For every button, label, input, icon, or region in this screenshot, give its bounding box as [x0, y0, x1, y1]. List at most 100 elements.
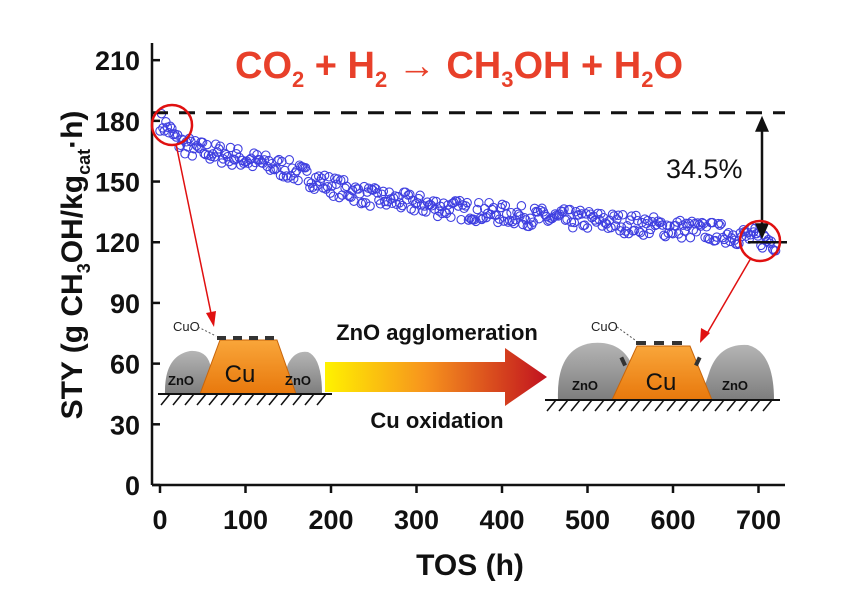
data-point [594, 215, 605, 225]
data-point [494, 214, 505, 224]
data-point [475, 213, 486, 223]
data-point [325, 188, 336, 198]
x-tick-label: 0 [152, 505, 167, 535]
eq-ch-sub: 3 [501, 67, 513, 92]
data-point [219, 148, 230, 159]
data-point [316, 173, 327, 183]
y-tick-label: 30 [110, 410, 140, 440]
y-tick-label: 90 [110, 289, 140, 319]
data-point [638, 230, 649, 240]
data-point [402, 195, 412, 205]
eq-o: O [654, 45, 684, 87]
data-point [626, 211, 637, 221]
cuo-label-left: CuO [173, 319, 200, 334]
data-point [353, 184, 364, 194]
x-tick-label: 200 [308, 505, 353, 535]
data-point [319, 170, 330, 181]
data-point [405, 189, 415, 200]
data-point [209, 152, 220, 162]
y-title-c: ·h) [56, 111, 89, 149]
data-point [274, 154, 284, 165]
x-tick-label: 100 [223, 505, 268, 535]
data-point [620, 226, 631, 236]
eq-h2o-sub: 2 [641, 67, 653, 92]
x-tick-label: 400 [479, 505, 524, 535]
data-point [757, 243, 768, 253]
data-point [309, 184, 320, 195]
data-point [215, 141, 225, 151]
drop-percent-label: 34.5% [666, 154, 743, 184]
data-point [369, 183, 380, 193]
data-point [728, 230, 738, 240]
end-pointer-head [700, 328, 710, 343]
y-axis-ticks: 0 30 60 90 120 150 180 210 [95, 46, 160, 501]
data-point [469, 214, 480, 225]
data-point [704, 234, 715, 244]
data-point [178, 135, 189, 145]
data-point [365, 201, 375, 211]
data-point [568, 223, 578, 233]
data-point [663, 228, 674, 238]
data-point [396, 202, 406, 213]
data-point [715, 220, 725, 230]
y-title-a: STY (g CH [56, 273, 89, 419]
data-point [324, 172, 334, 182]
data-point [507, 216, 518, 227]
y-tick-label: 0 [125, 471, 140, 501]
process-label-agglomeration: ZnO agglomeration [336, 320, 538, 345]
eq-co-sub: 2 [292, 67, 304, 92]
data-point [230, 155, 240, 165]
data-point [407, 195, 418, 206]
data-point [625, 215, 635, 225]
y-tick-label: 150 [95, 168, 140, 198]
data-point [462, 197, 472, 208]
data-point [328, 191, 339, 202]
data-point [692, 218, 703, 228]
data-point [168, 129, 178, 140]
data-point [284, 155, 295, 165]
x-axis-title: TOS (h) [416, 549, 524, 582]
cu-label-left: Cu [225, 361, 256, 388]
data-point [308, 182, 318, 193]
eq-co: CO [235, 45, 292, 87]
data-point [582, 223, 593, 233]
x-tick-label: 600 [650, 505, 695, 535]
y-tick-label: 120 [95, 228, 140, 258]
data-point [313, 171, 324, 181]
data-point [167, 123, 177, 134]
start-pointer-line [175, 143, 213, 319]
data-point [378, 186, 389, 197]
eq-plus-h: + H [304, 45, 375, 87]
data-point [519, 213, 530, 223]
data-point [632, 215, 643, 226]
data-point [224, 156, 234, 167]
eq-arrow-ch: → CH [387, 45, 501, 87]
eq-h-sub: 2 [375, 67, 387, 92]
data-point [283, 173, 293, 183]
data-point [305, 182, 315, 193]
x-tick-label: 500 [565, 505, 610, 535]
x-axis-ticks: 0 100 200 300 400 500 600 700 [152, 485, 781, 535]
drop-arrowhead-bottom [755, 223, 769, 240]
data-point [272, 156, 283, 166]
y-title-b-sub: cat [74, 149, 94, 175]
data-point [456, 214, 466, 225]
data-point [688, 225, 699, 235]
data-point [197, 137, 208, 148]
data-point [277, 156, 287, 167]
data-point [590, 215, 600, 225]
data-point [675, 215, 685, 226]
data-point [637, 217, 647, 228]
cuo-label-right: CuO [591, 319, 618, 334]
data-point [713, 218, 724, 229]
data-point [631, 210, 641, 221]
data-point [259, 155, 270, 165]
data-point [606, 222, 616, 233]
data-point [187, 151, 198, 161]
data-point [618, 210, 628, 220]
y-axis-title: STY (g CH3OH/kgcat·h) [56, 111, 94, 420]
data-series-sty [155, 108, 781, 256]
end-pointer-line [704, 257, 752, 338]
data-point [293, 175, 303, 186]
